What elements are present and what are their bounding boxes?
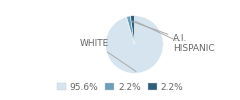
Text: WHITE: WHITE bbox=[80, 39, 136, 72]
Text: HISPANIC: HISPANIC bbox=[135, 21, 215, 53]
Text: A.I.: A.I. bbox=[132, 21, 188, 43]
Wedge shape bbox=[130, 16, 134, 44]
Wedge shape bbox=[106, 16, 163, 73]
Legend: 95.6%, 2.2%, 2.2%: 95.6%, 2.2%, 2.2% bbox=[53, 79, 187, 95]
Wedge shape bbox=[126, 16, 134, 44]
